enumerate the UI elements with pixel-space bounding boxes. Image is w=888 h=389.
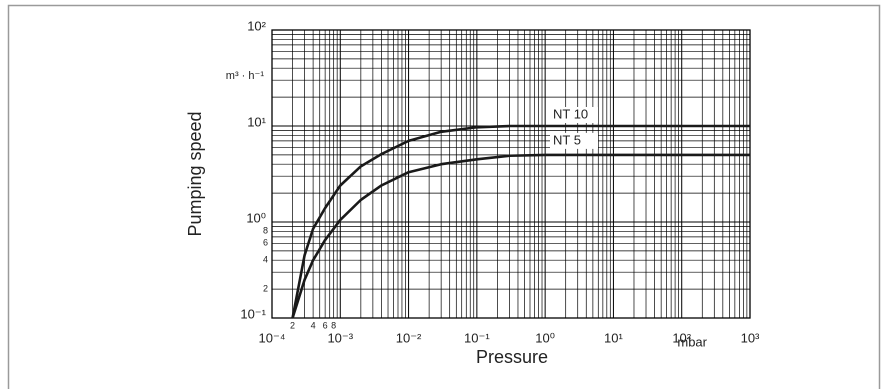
- x-tick-label: 10⁻³: [327, 330, 353, 345]
- x-axis-label: Pressure: [476, 347, 548, 367]
- y-tick-label: 10⁰: [246, 210, 266, 225]
- x-tick-label: 10⁻¹: [464, 330, 490, 345]
- x-minor-tick-label: 2: [290, 320, 295, 330]
- y-unit: m³ · h⁻¹: [226, 70, 265, 82]
- x-tick-label: 10²: [672, 330, 691, 345]
- y-tick-label: 10⁻¹: [240, 306, 266, 321]
- y-tick-label: 10²: [247, 18, 266, 33]
- plot-border: [271, 29, 751, 319]
- series-label: NT 5: [553, 132, 581, 147]
- y-minor-tick-label: 2: [263, 283, 268, 293]
- series-line: [291, 124, 750, 319]
- x-tick-label: 10³: [741, 330, 760, 345]
- series-line: [291, 153, 750, 319]
- series-label: NT 10: [553, 106, 588, 121]
- x-tick-label: 10¹: [604, 330, 623, 345]
- x-minor-tick-label: 6: [323, 320, 328, 330]
- x-unit: mbar: [677, 334, 707, 349]
- x-tick-label: 10⁻⁴: [259, 330, 286, 345]
- x-tick-label: 10⁰: [535, 330, 555, 345]
- series-label-bg: [550, 107, 598, 123]
- x-minor-tick-label: 8: [331, 320, 336, 330]
- y-minor-tick-label: 6: [263, 238, 268, 248]
- x-minor-tick-label: 4: [311, 320, 316, 330]
- y-axis-label: Pumping speed: [185, 111, 205, 236]
- y-minor-tick-label: 4: [263, 255, 268, 265]
- y-tick-label: 10¹: [247, 114, 266, 129]
- x-tick-label: 10⁻²: [396, 330, 422, 345]
- series-label-bg: [550, 132, 598, 149]
- y-minor-tick-label: 8: [263, 226, 268, 236]
- frame: [7, 4, 881, 389]
